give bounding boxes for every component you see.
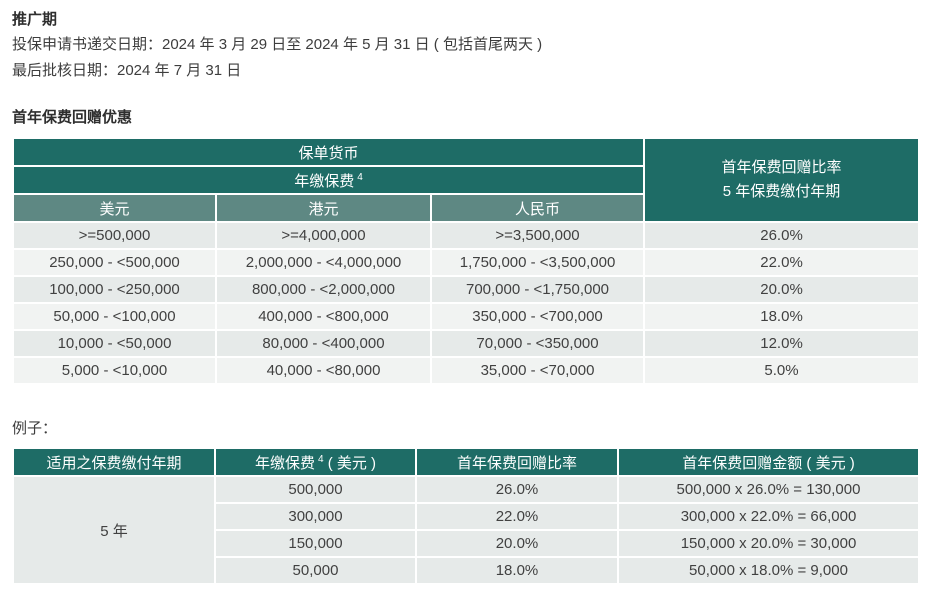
footnote-4-marker: 4 (357, 171, 363, 183)
usd-range-cell: >=500,000 (12, 221, 217, 250)
table-row: 10,000 - <50,000 80,000 - <400,000 70,00… (12, 329, 921, 358)
usd-range-cell: 10,000 - <50,000 (12, 329, 217, 358)
payment-term-header: 适用之保费缴付年期 (12, 447, 216, 477)
footnote-4-marker: 4 (317, 453, 324, 465)
promotion-period-section: 推广期 投保申请书递交日期：2024 年 3 月 29 日至 2024 年 5 … (12, 8, 918, 84)
example-header-row: 适用之保费缴付年期 年缴保费 4 ( 美元 ) 首年保费回赠比率 首年保费回赠金额… (12, 447, 920, 477)
table-row: 150,000 20.0% 150,000 x 20.0% = 30,000 (13, 529, 920, 558)
annual-premium-header: 年缴保费 4 (11, 165, 646, 195)
annual-premium-usd-header: 年缴保费 4 ( 美元 ) (214, 447, 417, 477)
rmb-range-cell: 1,750,000 - <3,500,000 (429, 248, 646, 277)
approval-date-line: 最后批核日期：2024 年 7 月 31 日 (12, 62, 242, 79)
table-row: 100,000 - <250,000 800,000 - <2,000,000 … (12, 275, 921, 304)
premium-rebate-table: 保单货币 首年保费回赠比率 5 年保费缴付年期 年缴保费 4 美元 港元 人民币 … (11, 137, 921, 385)
usd-range-cell: 5,000 - <10,000 (12, 356, 217, 385)
rmb-range-cell: 70,000 - <350,000 (429, 329, 646, 358)
annual-premium-header-row: 年缴保费 4 (11, 165, 919, 195)
rmb-range-cell: 700,000 - <1,750,000 (429, 275, 646, 304)
rebate-rate-cell: 26.0% (643, 221, 921, 250)
rebate-rate-cell: 12.0% (643, 329, 921, 358)
usd-range-cell: 250,000 - <500,000 (12, 248, 217, 277)
rebate-rate-cell: 20.0% (643, 275, 921, 304)
example-label: 例子： (12, 420, 58, 437)
rmb-range-cell: 35,000 - <70,000 (429, 356, 646, 385)
hkd-range-cell: 40,000 - <80,000 (215, 356, 432, 385)
rate-cell: 22.0% (415, 502, 619, 531)
hkd-range-cell: >=4,000,000 (215, 221, 432, 250)
annual-premium-label: 年缴保费 (294, 172, 355, 190)
table-row: >=500,000 >=4,000,000 >=3,500,000 26.0% (12, 221, 921, 250)
rebate-amount-header: 首年保费回赠金额 ( 美元 ) (617, 447, 920, 477)
currency-header-rmb: 人民币 (429, 193, 646, 223)
usd-suffix: ( 美元 ) (323, 454, 377, 472)
hkd-range-cell: 400,000 - <800,000 (215, 302, 432, 331)
rate-cell: 26.0% (415, 475, 619, 504)
table-row: 300,000 22.0% 300,000 x 22.0% = 66,000 (13, 502, 920, 531)
premium-cell: 150,000 (214, 529, 417, 558)
amount-formula-cell: 150,000 x 20.0% = 30,000 (617, 529, 920, 558)
currency-subheader-row: 美元 港元 人民币 (12, 193, 919, 223)
rebate-rate-header: 首年保费回赠比率 (415, 447, 619, 477)
rebate-section-heading: 首年保费回赠优惠 (12, 109, 133, 126)
rate-cell: 18.0% (415, 556, 619, 585)
amount-formula-cell: 500,000 x 26.0% = 130,000 (617, 475, 920, 504)
payment-term-cell: 5 年 (12, 475, 216, 585)
promotion-period-heading: 推广期 (12, 11, 58, 28)
rebate-rate-cell: 18.0% (643, 302, 921, 331)
hkd-range-cell: 2,000,000 - <4,000,000 (215, 248, 432, 277)
premium-cell: 500,000 (214, 475, 417, 504)
group-header-row: 保单货币 首年保费回赠比率 5 年保费缴付年期 (11, 137, 921, 223)
rebate-rate-header-line2: 5 年保费缴付年期 (722, 183, 841, 200)
table-row: 250,000 - <500,000 2,000,000 - <4,000,00… (12, 248, 921, 277)
rebate-rate-header-line1: 首年保费回赠比率 (721, 159, 842, 176)
rebate-rate-cell: 5.0% (643, 356, 921, 385)
submission-date-line: 投保申请书递交日期：2024 年 3 月 29 日至 2024 年 5 月 31… (12, 36, 543, 53)
table-row: 5 年 500,000 26.0% 500,000 x 26.0% = 130,… (12, 475, 920, 585)
table-row: 50,000 18.0% 50,000 x 18.0% = 9,000 (13, 556, 920, 585)
table-row: 50,000 - <100,000 400,000 - <800,000 350… (12, 302, 921, 331)
table-row: 5,000 - <10,000 40,000 - <80,000 35,000 … (12, 356, 921, 385)
currency-header-usd: 美元 (12, 193, 217, 223)
rebate-rate-cell: 22.0% (643, 248, 921, 277)
hkd-range-cell: 800,000 - <2,000,000 (215, 275, 432, 304)
usd-range-cell: 100,000 - <250,000 (12, 275, 217, 304)
amount-formula-cell: 300,000 x 22.0% = 66,000 (617, 502, 920, 531)
rate-cell: 20.0% (415, 529, 619, 558)
premium-cell: 50,000 (214, 556, 417, 585)
premium-cell: 300,000 (214, 502, 417, 531)
rmb-range-cell: 350,000 - <700,000 (429, 302, 646, 331)
rebate-rate-header: 首年保费回赠比率 5 年保费缴付年期 (643, 137, 921, 223)
rmb-range-cell: >=3,500,000 (429, 221, 646, 250)
annual-premium-label: 年缴保费 (254, 454, 315, 472)
amount-formula-cell: 50,000 x 18.0% = 9,000 (617, 556, 920, 585)
hkd-range-cell: 80,000 - <400,000 (215, 329, 432, 358)
currency-header-hkd: 港元 (215, 193, 432, 223)
usd-range-cell: 50,000 - <100,000 (12, 302, 217, 331)
example-table: 适用之保费缴付年期 年缴保费 4 ( 美元 ) 首年保费回赠比率 首年保费回赠金额… (12, 447, 920, 585)
policy-currency-header: 保单货币 (11, 137, 646, 167)
